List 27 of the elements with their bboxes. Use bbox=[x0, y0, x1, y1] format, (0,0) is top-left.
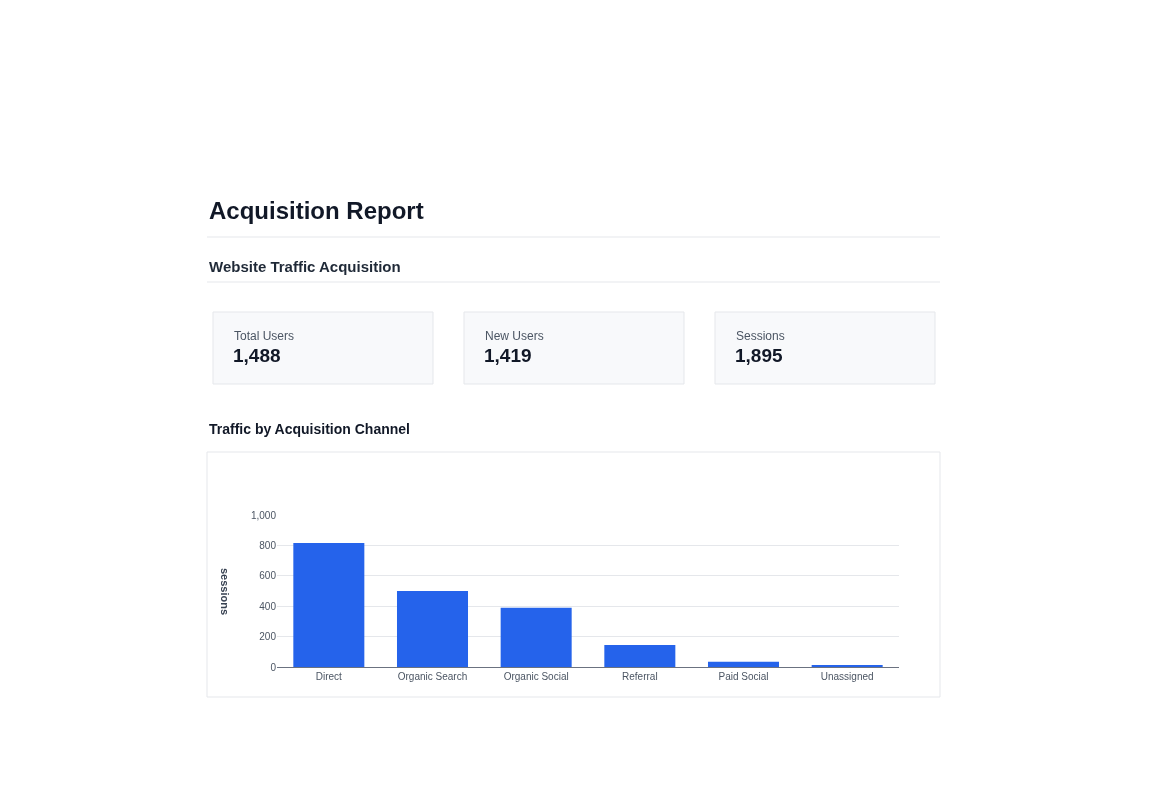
y-tick-label: 800 bbox=[259, 539, 277, 551]
text: Sessions bbox=[736, 329, 785, 343]
bar bbox=[396, 591, 469, 667]
y-tick-label: 200 bbox=[259, 631, 277, 643]
text: New Users bbox=[485, 329, 544, 343]
text: 1,488 bbox=[233, 345, 281, 366]
text: Acquisition Report bbox=[209, 197, 424, 224]
bar bbox=[604, 644, 676, 667]
x-tick-label: Referral bbox=[622, 671, 658, 682]
text: 1,895 bbox=[735, 345, 783, 366]
y-axis-title: sessions bbox=[219, 568, 231, 616]
text: Website Traffic Acquisition bbox=[209, 258, 401, 275]
text: 1,419 bbox=[484, 345, 532, 366]
x-tick-label: Unassigned bbox=[820, 671, 874, 682]
x-tick-label: Paid Social bbox=[718, 671, 769, 682]
bar bbox=[500, 607, 572, 667]
text: Total Users bbox=[234, 329, 295, 343]
y-tick-label: 600 bbox=[259, 570, 277, 582]
chart-title: Traffic by Acquisition Channel bbox=[209, 421, 410, 437]
y-tick-label: 400 bbox=[259, 600, 277, 612]
bar bbox=[707, 661, 780, 667]
x-tick-label: Organic Social bbox=[503, 671, 569, 682]
x-tick-label: Organic Search bbox=[397, 671, 468, 682]
y-tick-label: 0 bbox=[270, 661, 277, 673]
y-tick-label: 1,000 bbox=[250, 509, 277, 521]
bar bbox=[293, 543, 365, 667]
x-tick-label: Direct bbox=[315, 671, 343, 682]
